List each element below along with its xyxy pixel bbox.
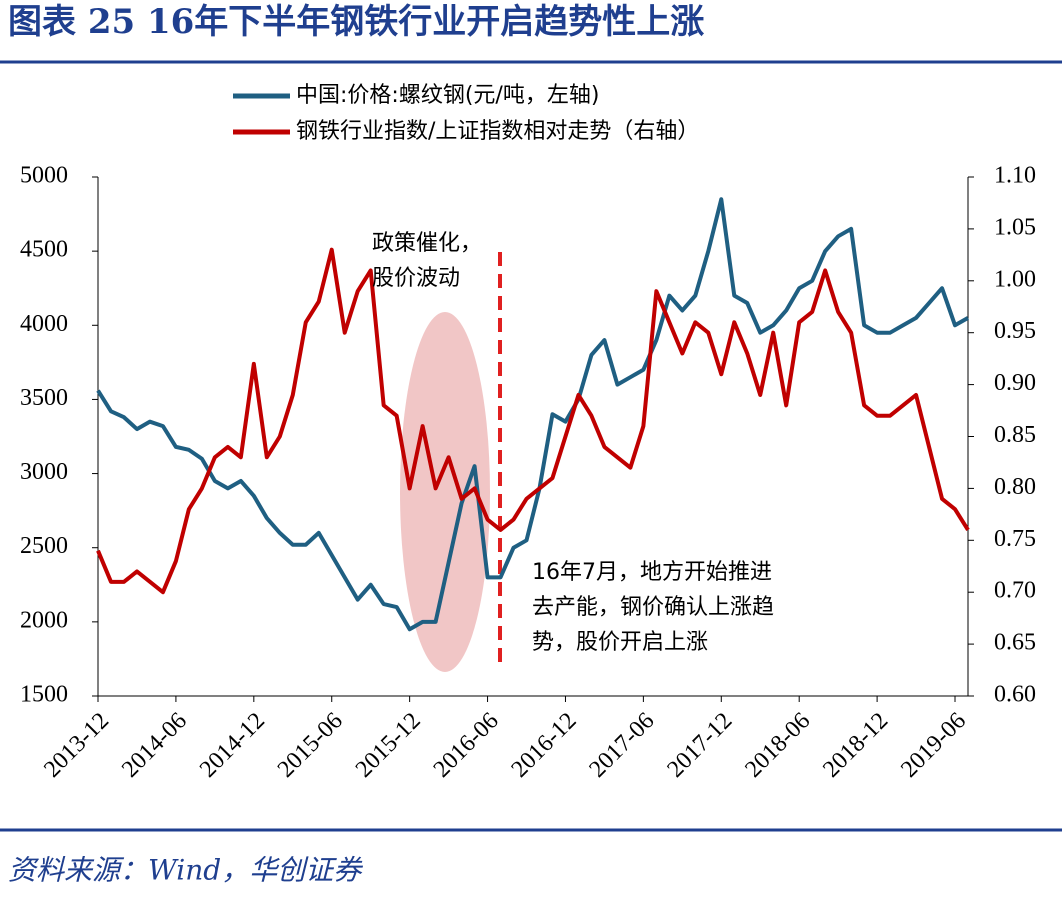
series-line: [96, 247, 970, 595]
annotation: 股价波动: [372, 266, 460, 291]
x-tick-label: 2014-06: [117, 708, 192, 783]
x-tick-label: 2018-12: [818, 708, 893, 783]
y2-tick-label: 0.85: [994, 422, 1036, 448]
y2-tick-label: 1.10: [994, 163, 1036, 189]
annotation: 去产能，钢价确认上涨趋: [532, 595, 774, 620]
y-tick-label: 1500: [20, 682, 68, 708]
y2-tick-label: 0.75: [994, 526, 1036, 552]
y2-tick-label: 0.95: [994, 318, 1036, 344]
y2-tick-label: 0.70: [994, 578, 1036, 604]
chart-title: 图表 25 16年下半年钢铁行业开启趋势性上涨: [8, 2, 704, 42]
x-tick-label: 2016-06: [429, 708, 504, 783]
y-tick-label: 3500: [20, 385, 68, 411]
y2-tick-label: 1.05: [994, 214, 1036, 240]
x-tick-label: 2017-12: [662, 708, 737, 783]
y-tick-label: 2500: [20, 533, 68, 559]
y-tick-label: 4500: [20, 237, 68, 263]
y2-tick-label: 0.80: [994, 474, 1036, 500]
y-tick-label: 2000: [20, 607, 68, 633]
y2-tick-label: 0.60: [994, 682, 1036, 708]
x-tick-label: 2016-12: [507, 708, 582, 783]
series-line: [96, 197, 969, 632]
y-tick-label: 5000: [20, 163, 68, 189]
annotation: 政策催化，: [372, 231, 482, 256]
x-tick-label: 2014-12: [195, 708, 270, 783]
legend-label: 钢铁行业指数/上证指数相对走势（右轴）: [296, 119, 699, 144]
source: 资料来源：Wind，华创证券: [8, 854, 363, 887]
y2-tick-label: 1.00: [994, 266, 1036, 292]
x-tick-label: 2013-12: [39, 708, 114, 783]
x-tick-label: 2018-06: [740, 708, 815, 783]
highlight-ellipse: [400, 312, 490, 672]
x-tick-label: 2015-12: [351, 708, 426, 783]
legend-label: 中国:价格:螺纹钢(元/吨，左轴): [296, 83, 599, 108]
annotation: 16年7月，地方开始推进: [532, 560, 772, 585]
y-tick-label: 3000: [20, 459, 68, 485]
y-tick-label: 4000: [20, 311, 68, 337]
x-tick-label: 2017-06: [585, 708, 660, 783]
y2-tick-label: 0.90: [994, 370, 1036, 396]
y2-tick-label: 0.65: [994, 630, 1036, 656]
annotation: 势，股价开启上涨: [532, 630, 708, 655]
x-tick-label: 2019-06: [896, 708, 971, 783]
x-tick-label: 2015-06: [273, 708, 348, 783]
